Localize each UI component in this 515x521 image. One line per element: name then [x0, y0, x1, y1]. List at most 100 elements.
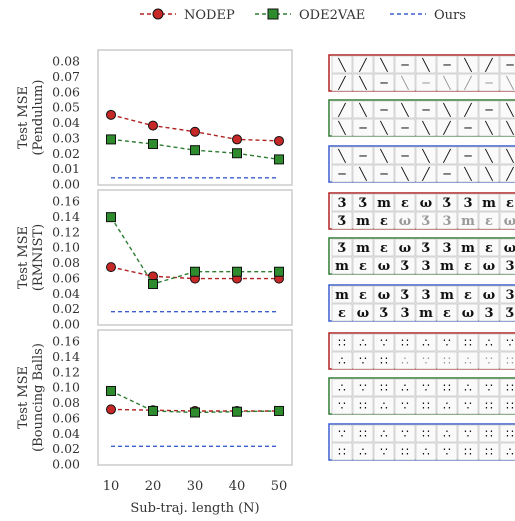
thumbnail-frame-glyph: ─	[484, 103, 493, 117]
thumbnail-frame-glyph: 3	[442, 241, 451, 256]
thumbnail-cell	[457, 442, 479, 461]
thumbnail-cell	[499, 238, 515, 257]
y-tick-label: 0.04	[52, 426, 80, 441]
y-tick-label: 0.08	[52, 54, 80, 69]
thumbnail-frame-glyph: ∴	[401, 381, 409, 395]
y-tick-label: 0.06	[52, 410, 80, 425]
y-tick-label: 0.08	[52, 255, 80, 270]
thumbnail-cell	[436, 118, 458, 137]
y-tick-label: 0.16	[52, 194, 80, 209]
thumbnail-cell	[415, 442, 437, 461]
thumbnail-frame-glyph: ╱	[505, 166, 514, 181]
thumbnail-frame-glyph: ∴	[443, 427, 451, 441]
thumbnail-frame-glyph: ∷	[422, 399, 430, 413]
data-point-nodep	[106, 262, 116, 273]
legend-label-nodep: NODEP	[184, 8, 235, 23]
thumbnail-cell	[352, 238, 374, 257]
thumbnail-frame-glyph: m	[335, 288, 349, 303]
thumbnail-frame-glyph: ∷	[506, 427, 514, 441]
thumbnail-cell	[331, 424, 353, 443]
data-point-ode2vae	[106, 134, 116, 145]
thumbnail-frame-glyph: ─	[421, 76, 430, 90]
thumbnail-cell	[373, 146, 395, 165]
y-tick-label: 0.10	[52, 240, 80, 255]
thumbnail-cell	[394, 118, 416, 137]
y-axis-label: Test MSE(Pendulum)	[16, 80, 46, 156]
thumbnail-cell	[352, 55, 374, 74]
thumbnail-frame-glyph: ─	[421, 103, 430, 117]
thumbnail-frame-glyph: ∷	[443, 354, 451, 368]
thumbnail-frame-glyph: 3	[505, 259, 514, 274]
thumbnail-frame-glyph: ω	[504, 214, 515, 229]
thumbnail-frame-glyph: ─	[463, 121, 472, 135]
y-tick-label: 0.06	[52, 270, 80, 285]
y-tick-label: 0.06	[52, 84, 80, 99]
thumbnail-cell	[415, 55, 437, 74]
data-point-ode2vae	[232, 148, 242, 159]
thumbnail-frame-glyph: ∴	[464, 354, 472, 368]
thumbnail-cell	[478, 238, 500, 257]
thumbnail-frame-glyph: ∵	[380, 445, 388, 459]
thumbnail-cell	[394, 211, 416, 230]
legend-label-ours: Ours	[434, 8, 466, 23]
legend-marker-ode2vae	[267, 8, 279, 20]
thumbnail-frame-glyph: ∷	[506, 399, 514, 413]
thumbnail-frame-glyph: ∷	[464, 336, 472, 350]
thumbnail-cell	[394, 378, 416, 397]
thumbnail-cell	[352, 118, 374, 137]
thumbnail-cell	[331, 333, 353, 352]
thumbnail-cell	[457, 55, 479, 74]
thumbnail-cell	[331, 285, 353, 304]
thumbnail-cell	[478, 118, 500, 137]
thumbnail-frame-glyph: ∵	[485, 354, 493, 368]
thumbnail-cell	[499, 351, 515, 370]
y-tick-label: 0.02	[52, 441, 80, 456]
thumbnail-cell	[499, 285, 515, 304]
thumbnail-cell	[415, 164, 437, 183]
thumbnail-frame-glyph: ╲	[379, 120, 388, 135]
thumbnail-cell	[436, 285, 458, 304]
thumbnail-frame-glyph: ε	[506, 196, 514, 211]
thumbnail-cell	[394, 238, 416, 257]
thumbnail-cell	[499, 442, 515, 461]
thumbnail-frame-glyph: Ʒ	[338, 241, 347, 256]
thumbnail-frame-glyph: ∵	[485, 381, 493, 395]
y-axis-label: Test MSE(Bouncing Balls)	[16, 343, 46, 452]
thumbnail-cell	[415, 378, 437, 397]
thumbnail-cell	[373, 333, 395, 352]
thumbnail-cell	[394, 351, 416, 370]
thumbnail-frame-glyph: ∵	[359, 354, 367, 368]
thumbnail-cell	[478, 333, 500, 352]
thumbnail-cell	[457, 351, 479, 370]
data-point-ode2vae	[190, 407, 200, 418]
thumbnail-cell	[478, 100, 500, 119]
thumbnail-cell	[331, 303, 353, 322]
thumbnail-cell	[415, 100, 437, 119]
thumbnail-cell	[394, 73, 416, 92]
thumbnail-cell	[499, 146, 515, 165]
thumbnail-cell	[415, 424, 437, 443]
thumbnail-cell	[373, 378, 395, 397]
thumbnail-cell	[394, 55, 416, 74]
thumbnail-frame-glyph: ∵	[506, 336, 514, 350]
thumbnail-frame-glyph: m	[356, 241, 370, 256]
thumbnail-cell	[499, 164, 515, 183]
thumbnail-frame-glyph: ω	[357, 306, 369, 321]
thumbnail-cell	[394, 442, 416, 461]
legend-marker-nodep	[152, 8, 164, 20]
thumbnail-frame-glyph: ω	[462, 306, 474, 321]
thumbnail-cell	[352, 442, 374, 461]
thumbnail-frame-glyph: Ʒ	[443, 196, 452, 211]
x-axis-label: Sub-traj. length (N)	[130, 501, 259, 516]
thumbnail-cell	[352, 424, 374, 443]
thumbnail-frame-glyph: 3	[484, 306, 493, 321]
thumbnail-frame-glyph: ∵	[422, 354, 430, 368]
y-tick-label: 0.14	[52, 209, 80, 224]
thumbnail-frame-glyph: ─	[484, 76, 493, 90]
thumbnail-cell	[499, 303, 515, 322]
thumbnail-frame-glyph: ╲	[421, 57, 430, 72]
thumbnail-cell	[457, 100, 479, 119]
thumbnail-cell	[373, 238, 395, 257]
thumbnail-frame-glyph: ∷	[338, 445, 346, 459]
thumbnail-cell	[331, 351, 353, 370]
